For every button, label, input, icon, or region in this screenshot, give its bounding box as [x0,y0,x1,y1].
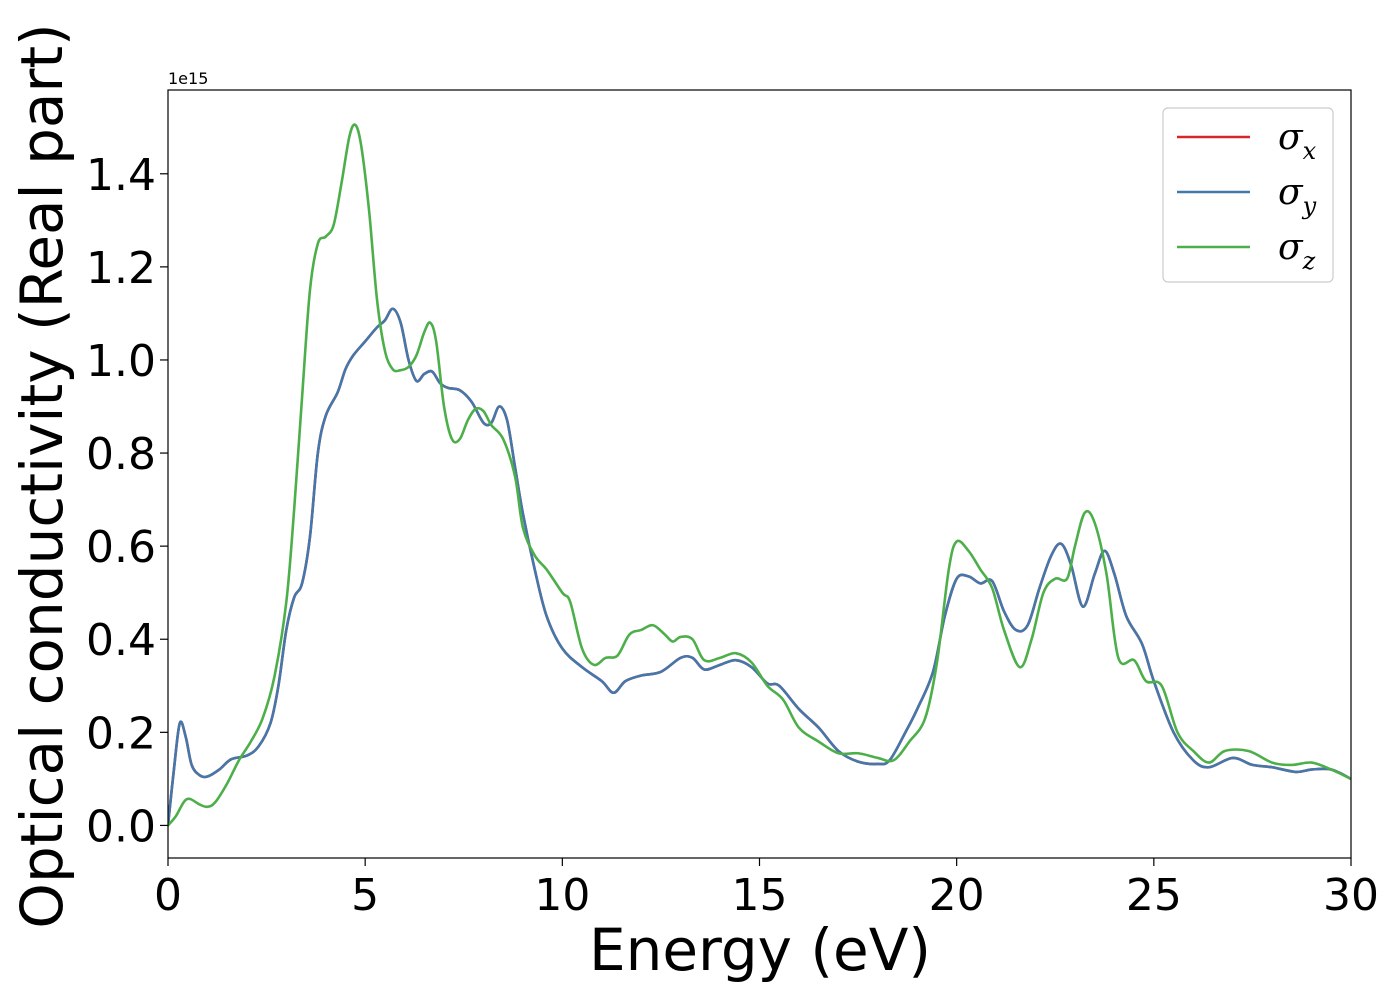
y-axis-label: Optical conductivity (Real part) [8,23,76,928]
legend-symbol: σ [1278,172,1304,213]
legend-label-x: σx [1278,117,1317,165]
series-line-y [168,307,1351,827]
x-tick-label: 15 [732,870,788,921]
y-tick-label: 0.6 [86,522,156,573]
x-tick-label: 30 [1323,870,1379,921]
legend-subscript: y [1302,192,1317,220]
x-axis: 0 5 10 15 20 25 30 [154,858,1379,921]
y-axis: 0.0 0.2 0.4 0.6 0.8 1.0 1.2 1.4 [86,150,168,852]
y-tick-label: 1.4 [86,150,156,201]
x-tick-label: 25 [1126,870,1182,921]
plot-area [167,89,1352,859]
y-tick-label: 0.8 [86,429,156,480]
y-offset-label: 1e15 [168,69,208,88]
x-tick-label: 10 [534,870,590,921]
y-tick-label: 1.2 [86,243,156,294]
legend-label-y: σy [1278,172,1317,220]
y-tick-label: 0.4 [86,615,156,666]
legend-subscript: x [1303,137,1317,165]
legend-symbol: σ [1278,227,1304,268]
legend-subscript: z [1302,247,1316,275]
y-tick-label: 1.0 [86,336,156,387]
x-tick-label: 0 [154,870,182,921]
x-tick-label: 5 [351,870,379,921]
legend-symbol: σ [1278,117,1304,158]
series-line-z [168,123,1351,827]
series-layer [168,123,1351,827]
legend-label-z: σz [1278,227,1316,275]
legend-box [1162,107,1334,283]
x-tick-label: 20 [929,870,985,921]
y-tick-label: 0.0 [86,801,156,852]
x-axis-label: Energy (eV) [589,916,931,984]
y-tick-label: 0.2 [86,708,156,759]
